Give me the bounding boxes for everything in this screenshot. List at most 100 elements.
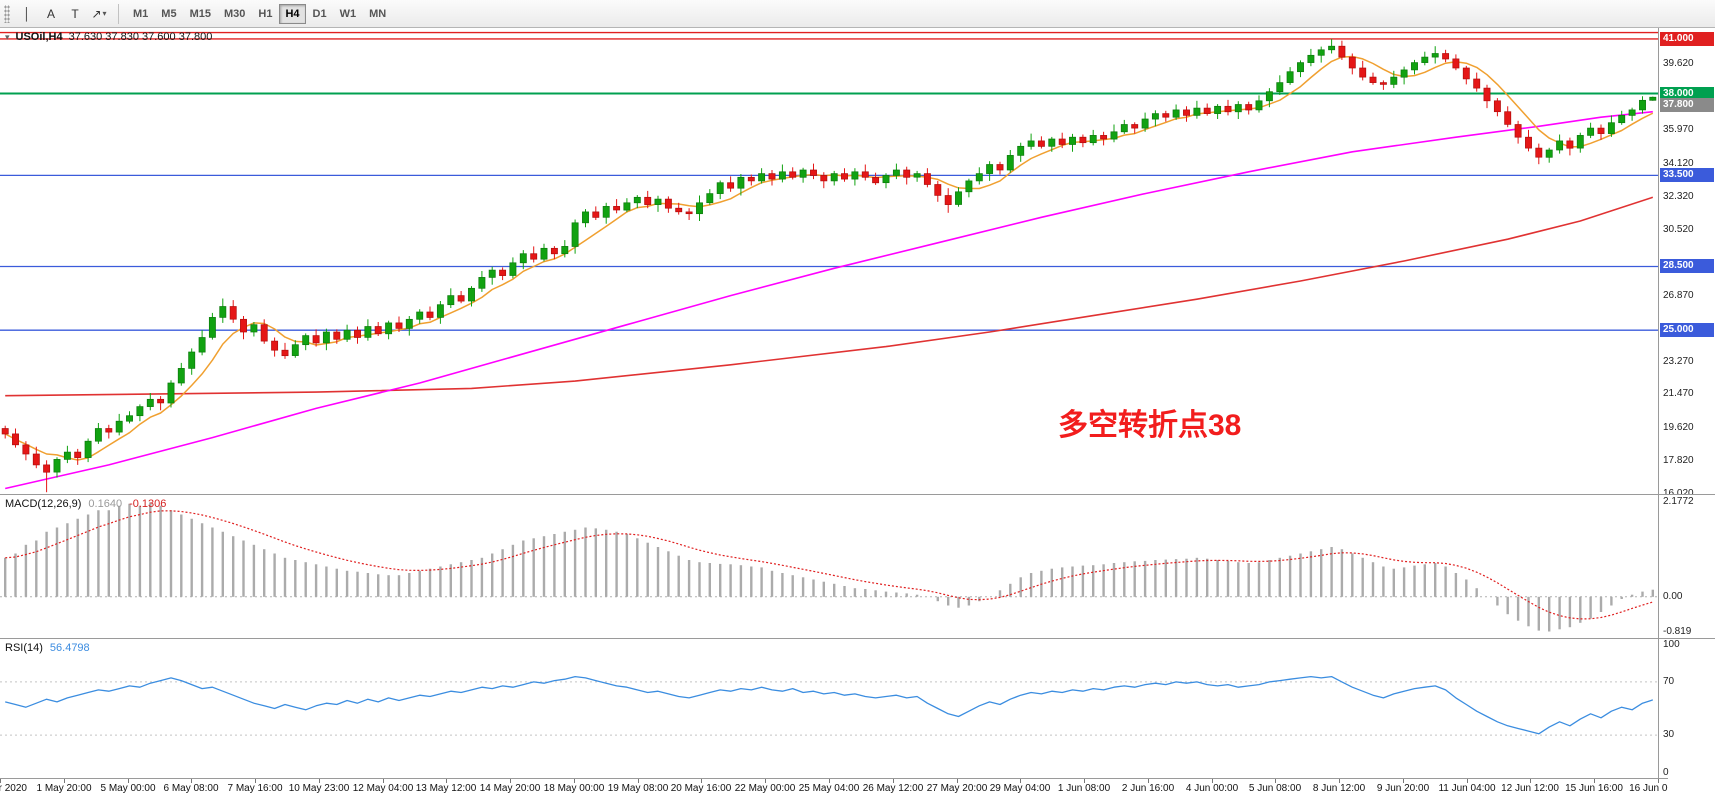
candle-body xyxy=(830,173,838,182)
macd-signal-line xyxy=(5,510,1653,620)
macd-scale-tick: 0.00 xyxy=(1663,591,1683,602)
drawing-tools-group: │ A T ↗ ▾ xyxy=(16,3,110,25)
dropdown-caret-icon: ▾ xyxy=(102,9,107,18)
candle-body xyxy=(644,196,652,205)
ma-slow-line xyxy=(5,196,1654,397)
candle-body xyxy=(208,317,216,338)
price-line-badge[interactable]: 41.000 xyxy=(1660,32,1714,46)
candle-body xyxy=(1141,118,1149,129)
candle-body xyxy=(499,269,507,276)
candle-body xyxy=(789,171,797,178)
arrow-tools-button[interactable]: ↗ ▾ xyxy=(88,3,110,25)
rsi-line xyxy=(5,675,1653,735)
time-axis-tick xyxy=(255,779,256,783)
price-tick: 26.870 xyxy=(1663,290,1694,301)
time-axis-label: 1 Jun 08:00 xyxy=(1057,783,1111,794)
timeframe-button-h1[interactable]: H1 xyxy=(258,7,273,20)
text-tool-button[interactable]: A xyxy=(40,3,62,25)
candle-body xyxy=(747,176,755,182)
candle-body xyxy=(903,169,911,178)
time-axis[interactable]: 30 Apr 2020 1 May 20:00 5 May 00:00 6 May 0… xyxy=(0,778,1668,796)
time-axis-label: 1 May 20:00 xyxy=(36,783,92,794)
price-line-badge[interactable]: 38.000 xyxy=(1660,87,1714,101)
time-axis-label: 18 May 00:00 xyxy=(543,783,605,794)
candle-body xyxy=(43,464,51,473)
candle-body xyxy=(1649,96,1657,101)
candle-body xyxy=(986,164,994,174)
rsi-scale-tick: 100 xyxy=(1663,639,1680,650)
candle-body xyxy=(63,451,71,460)
toolbar-grip[interactable] xyxy=(4,4,10,23)
time-axis-tick xyxy=(383,779,384,783)
candle-body xyxy=(1110,131,1118,140)
vertical-line-tool-button[interactable]: │ xyxy=(16,3,38,25)
rsi-scale-tick: 70 xyxy=(1663,676,1675,687)
rsi-scale[interactable]: 100 70 30 0 xyxy=(1658,639,1715,778)
candle-body xyxy=(343,329,351,340)
price-line-badge[interactable]: 33.500 xyxy=(1660,168,1714,182)
candle-body xyxy=(1628,109,1636,116)
timeframe-button-h4[interactable]: H4 xyxy=(279,3,306,24)
candle-body xyxy=(1027,140,1035,147)
price-tick: 30.520 xyxy=(1663,224,1694,235)
timeframe-button-m30[interactable]: M30 xyxy=(223,7,246,20)
candle-body xyxy=(1597,127,1605,134)
timeframe-button-m15[interactable]: M15 xyxy=(189,7,211,20)
candle-body xyxy=(913,173,921,178)
time-axis-label: 29 May 04:00 xyxy=(989,783,1051,794)
candle-body xyxy=(1400,69,1408,78)
candle-body xyxy=(1359,67,1367,78)
rsi-canvas[interactable] xyxy=(0,639,1658,778)
candle-body xyxy=(260,324,268,342)
candle-body xyxy=(271,340,279,351)
time-axis-label: 19 May 08:00 xyxy=(607,783,669,794)
macd-label-row: MACD(12,26,9) 0.1640 -0.1306 xyxy=(5,498,166,510)
candle-body xyxy=(841,173,848,180)
time-axis-label: 10 May 23:00 xyxy=(288,783,350,794)
candle-body xyxy=(229,306,237,320)
time-axis-label: 27 May 20:00 xyxy=(926,783,988,794)
timeframe-button-m1[interactable]: M1 xyxy=(133,7,149,20)
timeframe-button-mn[interactable]: MN xyxy=(369,7,387,20)
rsi-scale-tick: 30 xyxy=(1663,729,1675,740)
macd-scale[interactable]: 2.1772 0.00 -0.819 xyxy=(1658,495,1715,638)
price-tick: 16.020 xyxy=(1663,488,1694,499)
time-axis-tick xyxy=(1530,779,1531,783)
candle-body xyxy=(1120,124,1128,133)
candle-body xyxy=(1379,82,1387,85)
time-axis-label: 8 Jun 12:00 xyxy=(1312,783,1366,794)
candle-body xyxy=(1203,107,1211,114)
candle-body xyxy=(1525,136,1532,149)
candle-body xyxy=(1162,113,1170,118)
chart-collapse-icon[interactable]: ▾ xyxy=(5,31,10,42)
macd-signal-value: -0.1306 xyxy=(129,498,167,510)
candle-body xyxy=(198,337,206,353)
candle-body xyxy=(675,207,683,213)
candle-body xyxy=(851,171,859,180)
candle-body xyxy=(1483,87,1491,102)
timeframe-button-m5[interactable]: M5 xyxy=(161,7,177,20)
candle-body xyxy=(1069,136,1076,145)
timeframe-button-d1[interactable]: D1 xyxy=(312,7,327,20)
candle-body xyxy=(716,182,724,194)
candle-body xyxy=(1411,62,1418,71)
candle-body xyxy=(1006,155,1014,171)
candle-body xyxy=(965,180,973,193)
price-chart-panel: ▾ USOil,H4 37.630 37.830 37.600 37.800 多… xyxy=(0,28,1715,499)
candle-body xyxy=(1369,76,1377,83)
candle-body xyxy=(436,304,444,318)
time-axis-tick xyxy=(574,779,575,783)
price-line-badge[interactable]: 28.500 xyxy=(1660,259,1714,273)
price-scale[interactable]: 39.620 35.970 34.120 32.320 30.520 26.870 23.2… xyxy=(1658,28,1715,499)
price-label-tool-button[interactable]: T xyxy=(64,3,86,25)
candle-body xyxy=(1618,115,1626,124)
time-axis-tick xyxy=(1467,779,1468,783)
candle-body xyxy=(322,331,330,344)
price-chart-canvas[interactable] xyxy=(0,28,1658,494)
timeframe-button-w1[interactable]: W1 xyxy=(339,7,357,20)
rsi-label: RSI(14) xyxy=(5,642,43,654)
macd-canvas[interactable] xyxy=(0,495,1658,638)
candle-body xyxy=(550,247,558,255)
price-line-badge[interactable]: 25.000 xyxy=(1660,323,1714,337)
chart-annotation-text[interactable]: 多空转折点38 xyxy=(1058,409,1242,442)
